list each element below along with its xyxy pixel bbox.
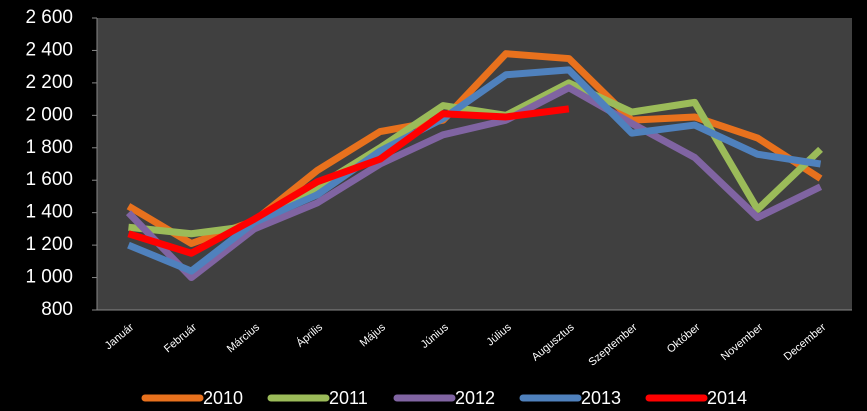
legend-label: 2014 — [707, 388, 747, 408]
x-tick-label: Január — [103, 321, 137, 352]
series-line — [125, 84, 823, 282]
x-tick-label: Október — [665, 321, 703, 356]
x-tick-label: Március — [225, 321, 263, 355]
y-tick-label: 2 600 — [25, 7, 73, 28]
x-tick-label: Július — [484, 321, 514, 349]
y-tick-label: 1 400 — [25, 202, 73, 223]
x-tick-label: Június — [419, 321, 451, 351]
y-tick-label: 1 800 — [25, 137, 73, 158]
y-tick-label: 1 000 — [25, 267, 73, 288]
x-tick-label: Május — [358, 321, 389, 349]
x-tick-label: Február — [162, 321, 199, 355]
series-line — [127, 105, 570, 257]
legend-label: 2010 — [203, 388, 243, 408]
y-tick-label: 1 200 — [25, 234, 73, 255]
y-tick-label: 800 — [41, 299, 73, 320]
x-tick-label: Augusztus — [530, 321, 577, 364]
x-tick-label: Szeptember — [586, 321, 639, 369]
legend-label: 2011 — [329, 388, 368, 408]
y-tick-label: 1 600 — [25, 169, 73, 190]
y-tick-label: 2 200 — [25, 72, 73, 93]
plot-area — [97, 18, 852, 310]
series-line — [127, 66, 822, 275]
x-tick-label: November — [719, 321, 766, 363]
y-tick-label: 2 000 — [25, 104, 73, 125]
legend-label: 2012 — [455, 388, 495, 408]
x-tick-label: Április — [294, 320, 326, 350]
x-tick-label: December — [782, 321, 829, 363]
legend-label: 2013 — [581, 388, 621, 408]
y-tick-label: 2 400 — [25, 39, 73, 60]
